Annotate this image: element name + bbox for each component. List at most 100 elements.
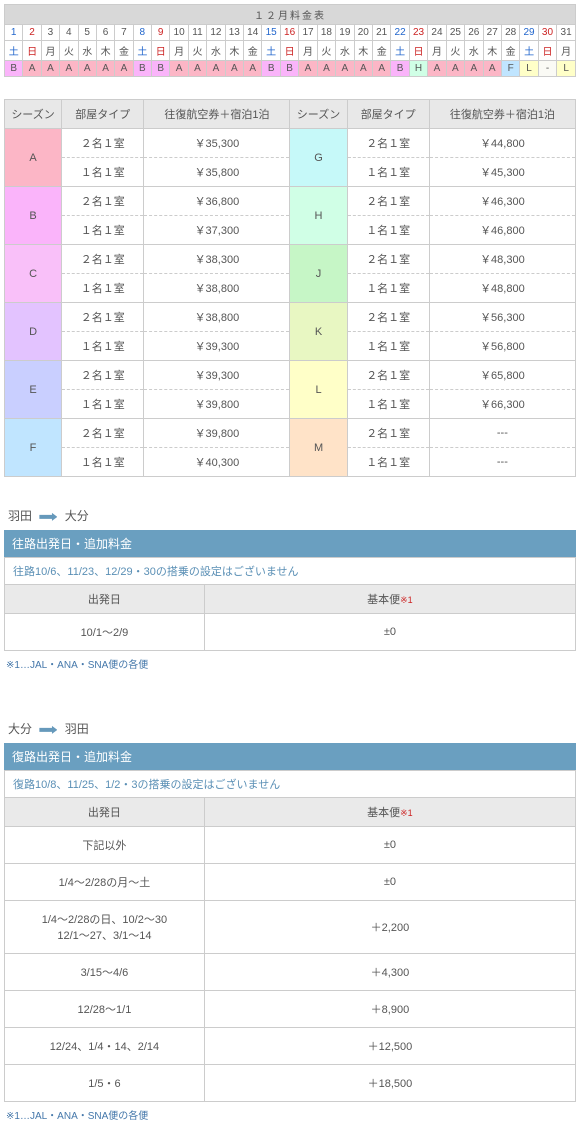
season-label: J	[290, 245, 347, 303]
cal-daynum: 26	[465, 25, 483, 41]
room-type: ２名１室	[347, 187, 429, 216]
cal-daynum: 10	[170, 25, 188, 41]
fare-date: 12/28～1/1	[5, 991, 205, 1028]
cal-season: B	[391, 61, 409, 77]
room-type: １名１室	[62, 158, 144, 187]
cal-season: A	[115, 61, 133, 77]
fare-table: 出発日 基本便※1 下記以外±01/4～2/28の月～土±01/4～2/28の日…	[4, 797, 576, 1102]
season-label: H	[290, 187, 347, 245]
cal-season: A	[207, 61, 225, 77]
cal-daynum: 7	[115, 25, 133, 41]
price: ￥36,800	[144, 187, 290, 216]
price: ￥39,800	[144, 390, 290, 419]
price: ￥66,300	[429, 390, 575, 419]
cal-dow: 金	[372, 41, 390, 61]
price: ---	[429, 419, 575, 448]
fare-date: 10/1～2/9	[5, 614, 205, 651]
cal-season: A	[299, 61, 317, 77]
price: ￥39,300	[144, 361, 290, 390]
room-type: １名１室	[347, 158, 429, 187]
room-type: １名１室	[62, 390, 144, 419]
fare-date: 1/4～2/28の日、10/2～3012/1～27、3/1～14	[5, 901, 205, 954]
cal-season: A	[336, 61, 354, 77]
room-type: ２名１室	[62, 129, 144, 158]
room-type: ２名１室	[347, 361, 429, 390]
price: ---	[429, 448, 575, 477]
cal-daynum: 16	[280, 25, 298, 41]
room-type: １名１室	[62, 448, 144, 477]
notice-text: 往路10/6、11/23、12/29・30の搭乗の設定はございません	[4, 557, 576, 584]
cal-dow: 月	[428, 41, 446, 61]
pricing-header: 部屋タイプ	[347, 100, 429, 129]
room-type: ２名１室	[62, 303, 144, 332]
cal-dow: 水	[207, 41, 225, 61]
col-fare: 基本便※1	[204, 585, 575, 614]
season-label: L	[290, 361, 347, 419]
cal-daynum: 8	[133, 25, 151, 41]
cal-dow: 日	[280, 41, 298, 61]
fare-amount: ±0	[204, 864, 575, 901]
footnote: ※1…JAL・ANA・SNA便の各便	[4, 651, 576, 676]
fare-amount: ＋8,900	[204, 991, 575, 1028]
cal-dow: 木	[96, 41, 114, 61]
room-type: １名１室	[347, 448, 429, 477]
notice-text: 復路10/8、11/25、1/2・3の搭乗の設定はございません	[4, 770, 576, 797]
route-to: 大分	[65, 509, 89, 523]
cal-daynum: 21	[372, 25, 390, 41]
cal-daynum: 22	[391, 25, 409, 41]
cal-season: B	[5, 61, 23, 77]
season-label: G	[290, 129, 347, 187]
cal-daynum: 30	[538, 25, 556, 41]
cal-season: B	[152, 61, 170, 77]
cal-daynum: 5	[78, 25, 96, 41]
route-to: 羽田	[65, 722, 89, 736]
room-type: １名１室	[347, 332, 429, 361]
calendar-table: １２月料金表 123456789101112131415161718192021…	[4, 4, 576, 77]
cal-dow: 水	[78, 41, 96, 61]
price: ￥40,300	[144, 448, 290, 477]
price: ￥44,800	[429, 129, 575, 158]
season-label: C	[5, 245, 62, 303]
cal-daynum: 14	[244, 25, 262, 41]
room-type: ２名１室	[347, 419, 429, 448]
season-label: M	[290, 419, 347, 477]
fare-date: 12/24、1/4・14、2/14	[5, 1028, 205, 1065]
price: ￥38,800	[144, 274, 290, 303]
room-type: ２名１室	[62, 245, 144, 274]
room-type: １名１室	[347, 216, 429, 245]
season-label: K	[290, 303, 347, 361]
cal-season: A	[96, 61, 114, 77]
room-type: ２名１室	[347, 129, 429, 158]
cal-season: A	[428, 61, 446, 77]
cal-dow: 金	[244, 41, 262, 61]
price: ￥39,300	[144, 332, 290, 361]
cal-season: A	[41, 61, 59, 77]
season-label: E	[5, 361, 62, 419]
price: ￥46,300	[429, 187, 575, 216]
cal-daynum: 31	[557, 25, 576, 41]
room-type: １名１室	[62, 274, 144, 303]
season-label: D	[5, 303, 62, 361]
pricing-header: シーズン	[5, 100, 62, 129]
room-type: １名１室	[347, 274, 429, 303]
fare-date: 下記以外	[5, 827, 205, 864]
inbound-section: 大分 羽田 復路出発日・追加料金 復路10/8、11/25、1/2・3の搭乗の設…	[4, 716, 576, 1127]
cal-dow: 火	[446, 41, 464, 61]
cal-daynum: 12	[207, 25, 225, 41]
cal-daynum: 23	[409, 25, 427, 41]
cal-daynum: 29	[520, 25, 538, 41]
price: ￥38,300	[144, 245, 290, 274]
cal-dow: 土	[133, 41, 151, 61]
cal-dow: 日	[152, 41, 170, 61]
price: ￥56,800	[429, 332, 575, 361]
pricing-header: シーズン	[290, 100, 347, 129]
room-type: １名１室	[62, 216, 144, 245]
price: ￥35,300	[144, 129, 290, 158]
outbound-section: 羽田 大分 往路出発日・追加料金 往路10/6、11/23、12/29・30の搭…	[4, 503, 576, 676]
cal-season: L	[520, 61, 538, 77]
cal-daynum: 18	[317, 25, 335, 41]
cal-daynum: 1	[5, 25, 23, 41]
cal-dow: 月	[170, 41, 188, 61]
fare-date: 1/4～2/28の月～土	[5, 864, 205, 901]
cal-dow: 月	[41, 41, 59, 61]
